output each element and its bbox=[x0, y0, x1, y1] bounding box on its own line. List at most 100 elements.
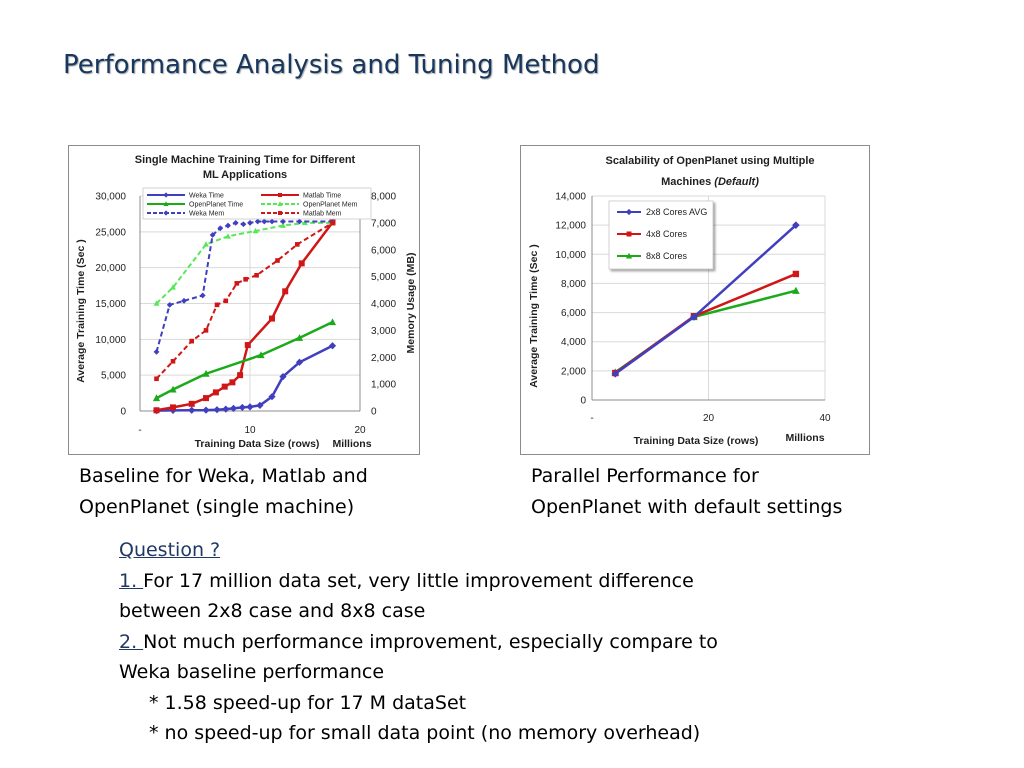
chart2-xlabel: Training Data Size (rows) bbox=[634, 435, 759, 447]
chart1-point-matlab-mem bbox=[170, 358, 176, 364]
chart2-ytick-label: 6,000 bbox=[561, 308, 586, 319]
chart2-title-line2-plain: Machines bbox=[661, 176, 714, 188]
chart1-point-matlab-mem bbox=[203, 328, 209, 333]
chart2-xtick-label: 40 bbox=[819, 413, 831, 424]
chart1-point-openplanet-time bbox=[152, 394, 161, 402]
chart1-legend-label-openplanet-time: OpenPlanet Time bbox=[189, 202, 243, 209]
chart1-y2tick-label: 2,000 bbox=[371, 353, 396, 364]
chart1-point-matlab-time bbox=[269, 315, 275, 322]
point-2-line2: Weka baseline performance bbox=[119, 661, 385, 683]
chart1-point-openplanet-mem bbox=[252, 227, 259, 234]
chart2-legend-label-2x8-cores-avg: 2x8 Cores AVG bbox=[646, 207, 707, 217]
chart1-legend-marker-openplanet-time bbox=[163, 201, 169, 206]
chart1-point-weka-mem bbox=[217, 225, 224, 232]
chart1-point-weka-time bbox=[188, 406, 196, 414]
chart1-legend-label-weka-time: Weka Time bbox=[189, 193, 224, 200]
chart1-legend: Weka Time Matlab Time OpenPlanet Time OpenP… bbox=[142, 187, 372, 220]
point-2-line1: Not much performance improvement, especi… bbox=[143, 630, 718, 653]
chart1-y2tick-label: 1,000 bbox=[371, 380, 396, 391]
chart1-point-matlab-mem bbox=[295, 242, 300, 247]
chart1-ytick-label: 25,000 bbox=[95, 227, 126, 238]
chart2-ytick-label: 10,000 bbox=[555, 250, 586, 261]
chart1-legend-marker-matlab-time bbox=[278, 193, 282, 197]
chart1-y2label: Memory Usage (MB) bbox=[405, 253, 417, 354]
chart1-y2tick-label: 4,000 bbox=[371, 299, 396, 310]
slide-title: Performance Analysis and Tuning Method bbox=[63, 50, 600, 80]
chart2-legend-marker-2x8-cores-avg bbox=[625, 208, 633, 216]
chart1-point-weka-time bbox=[295, 358, 304, 366]
chart2-title-line2-italic: (Default) bbox=[714, 176, 759, 188]
chart1-point-weka-time bbox=[229, 404, 238, 412]
chart1-point-matlab-mem bbox=[275, 258, 280, 263]
chart1-point-matlab-mem bbox=[214, 302, 220, 308]
chart1-point-weka-time bbox=[246, 403, 254, 411]
chart1-point-weka-time bbox=[268, 393, 276, 401]
chart1-point-matlab-time bbox=[244, 342, 251, 349]
chart2-point-8x8-cores bbox=[792, 286, 800, 294]
chart1-ytick-label: 30,000 bbox=[95, 192, 126, 203]
chart1-point-weka-mem bbox=[209, 232, 216, 238]
chart1-point-weka-mem bbox=[225, 222, 231, 229]
chart2-xtick-label: - bbox=[590, 413, 593, 424]
bullet-no-speedup: * no speed-up for small data point (no m… bbox=[149, 722, 701, 744]
chart1-series-line-weka-mem bbox=[155, 220, 333, 353]
chart1-point-openplanet-time bbox=[328, 318, 337, 326]
chart1-point-matlab-time bbox=[170, 404, 176, 411]
chart1-ytick-label: 0 bbox=[120, 407, 126, 418]
chart1-point-openplanet-mem bbox=[225, 233, 231, 239]
chart1-y2tick-label: 6,000 bbox=[371, 245, 396, 256]
chart1-point-weka-mem bbox=[153, 348, 160, 355]
chart1-legend-label-openplanet-mem: OpenPlanet Mem bbox=[303, 202, 358, 209]
chart1-xtick-label: 20 bbox=[354, 425, 366, 436]
chart1-title-line2: ML Applications bbox=[203, 169, 287, 181]
chart1-point-weka-mem bbox=[166, 301, 173, 308]
chart1-point-weka-time bbox=[256, 401, 264, 410]
chart1-legend-label-matlab-mem: Matlab Mem bbox=[303, 211, 342, 218]
chart1-ylabel: Average Training Time (Sec ) bbox=[75, 239, 87, 383]
chart1-legend-label-weka-mem: Weka Mem bbox=[189, 211, 224, 218]
chart2-ytick-label: 0 bbox=[580, 396, 586, 407]
chart2-xunit: Millions bbox=[785, 432, 824, 444]
caption-parallel-line1: Parallel Performance for bbox=[531, 465, 759, 487]
point-2: 2. Not much performance improvement, esp… bbox=[119, 627, 799, 658]
chart1-point-weka-mem bbox=[181, 297, 187, 304]
chart1-legend-label-matlab-time: Matlab Time bbox=[303, 193, 341, 200]
chart1-point-weka-time bbox=[222, 405, 230, 413]
chart1-point-weka-time bbox=[213, 406, 221, 414]
chart1-point-weka-mem bbox=[261, 218, 268, 225]
chart1-ytick-label: 20,000 bbox=[95, 263, 126, 274]
chart1-y2tick-label: 8,000 bbox=[371, 192, 396, 203]
chart1-point-matlab-mem bbox=[223, 298, 229, 304]
caption-parallel: Parallel Performance for OpenPlanet with… bbox=[531, 461, 891, 523]
chart2-title-line2: Machines (Default) bbox=[661, 176, 759, 188]
chart1-title-line1: Single Machine Training Time for Differe… bbox=[135, 154, 356, 166]
chart1-series-line-openplanet-mem bbox=[155, 221, 333, 305]
chart1-point-matlab-time bbox=[212, 389, 219, 396]
chart2-series-line-4x8-cores bbox=[614, 272, 797, 375]
chart1-point-weka-time bbox=[202, 406, 210, 414]
chart1-point-weka-time bbox=[328, 342, 337, 350]
chart2-xtick-label: 20 bbox=[703, 413, 715, 424]
chart1-point-matlab-mem bbox=[254, 272, 259, 278]
chart1-point-matlab-time bbox=[153, 407, 160, 414]
chart2-point-2x8-cores-avg bbox=[611, 369, 620, 378]
chart1-ytick-label: 10,000 bbox=[95, 335, 126, 346]
point-1-number: 1. bbox=[119, 569, 144, 592]
point-2-number: 2. bbox=[119, 630, 144, 653]
chart2-ytick-label: 4,000 bbox=[561, 337, 586, 348]
chart1-point-openplanet-mem bbox=[203, 241, 209, 247]
point-1: 1. For 17 million data set, very little … bbox=[119, 566, 799, 597]
chart1-point-openplanet-mem bbox=[280, 222, 286, 228]
chart1-point-matlab-mem bbox=[330, 220, 335, 226]
chart-single-machine: Single Machine Training Time for Differe… bbox=[68, 145, 420, 455]
chart1-point-weka-mem bbox=[240, 221, 247, 228]
chart1-point-openplanet-time bbox=[257, 351, 265, 359]
chart1-point-weka-mem bbox=[269, 218, 275, 225]
chart1-point-matlab-mem bbox=[243, 277, 248, 282]
chart2-series-line-8x8-cores bbox=[614, 289, 797, 374]
chart1-point-openplanet-mem bbox=[170, 284, 176, 290]
chart1-point-weka-mem bbox=[254, 218, 261, 225]
chart1-point-openplanet-time bbox=[202, 369, 210, 377]
chart1-y2tick-label: 5,000 bbox=[371, 272, 396, 283]
chart-scalability: Scalability of OpenPlanet using Multiple… bbox=[520, 145, 870, 455]
